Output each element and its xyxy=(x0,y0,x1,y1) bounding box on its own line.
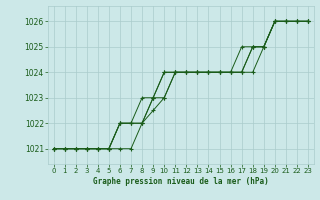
X-axis label: Graphe pression niveau de la mer (hPa): Graphe pression niveau de la mer (hPa) xyxy=(93,177,269,186)
